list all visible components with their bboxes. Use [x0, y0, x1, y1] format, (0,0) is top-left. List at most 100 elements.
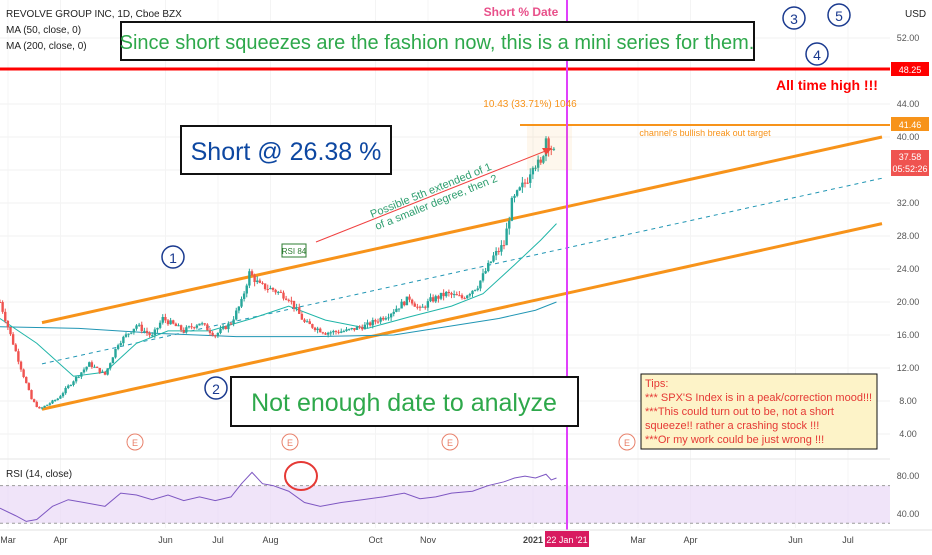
candle-body: [531, 167, 535, 175]
candle-body: [69, 384, 73, 386]
candle-body: [479, 280, 482, 289]
wave-4-marker: 4: [805, 42, 829, 66]
candle-body: [85, 366, 88, 370]
candle-body: [539, 159, 542, 163]
candle-body: [547, 138, 550, 149]
time-tick-label: Nov: [420, 535, 437, 545]
tips-line-1: *** SPX'S Index is in a peak/correction …: [645, 392, 872, 404]
not-enough-box: [230, 376, 579, 427]
candle-body: [30, 390, 33, 400]
candle-body: [182, 329, 185, 333]
price-tick-label: 20.00: [897, 297, 920, 307]
candle-body: [279, 291, 283, 293]
candle-body: [371, 320, 374, 326]
candle-body: [74, 376, 78, 382]
time-axis[interactable]: [0, 530, 932, 550]
candle-body: [6, 321, 10, 328]
candle-body: [458, 295, 461, 297]
earnings-label-4: E: [624, 438, 630, 448]
candle-body: [250, 271, 254, 276]
candle-body: [140, 324, 143, 332]
candle-body: [403, 301, 406, 306]
ma200-label: MA (200, close, 0): [6, 41, 87, 52]
candle-body: [195, 325, 199, 328]
price-axis[interactable]: [890, 0, 932, 530]
time-tick-label: Apr: [53, 535, 67, 545]
candle-body: [308, 321, 311, 325]
candle-body: [345, 329, 348, 332]
channel-upper-line[interactable]: [41, 135, 883, 325]
candle-body: [208, 330, 212, 333]
earnings-label-1: E: [132, 438, 138, 448]
candle-body: [153, 329, 157, 336]
candle-body: [137, 324, 141, 326]
candle-body: [206, 324, 209, 331]
time-axis-ticks: Mar Apr Jun Jul Aug Oct Nov 2021 Mar Apr Jun Jul: [0, 535, 854, 545]
candle-body: [169, 320, 172, 325]
candle-body: [382, 317, 385, 320]
candle-body: [145, 330, 149, 334]
candle-body: [172, 320, 175, 324]
candle-body: [473, 289, 477, 291]
candle-body: [500, 245, 503, 252]
rsi-axis: 80.00 40.00: [897, 471, 920, 519]
price-tick-label: 52.00: [897, 33, 920, 43]
wave-arrow: [315, 149, 549, 243]
ath-label: All time high !!!: [776, 77, 878, 93]
candle-body: [256, 280, 259, 283]
candle-body: [151, 335, 154, 337]
candle-body: [505, 228, 508, 246]
candle-body: [269, 287, 272, 290]
candle-body: [64, 387, 67, 394]
candle-body: [353, 328, 356, 330]
earnings-label-3: E: [447, 438, 453, 448]
candle-body: [219, 328, 222, 333]
earnings-marker-2[interactable]: E: [281, 433, 299, 451]
candle-body: [51, 400, 54, 404]
candle-body: [408, 296, 411, 300]
candle-body: [122, 336, 125, 344]
candle-body: [14, 344, 17, 352]
rsi-tick-label: 80.00: [897, 471, 920, 481]
candle-body: [287, 299, 290, 301]
candle-body: [468, 294, 472, 296]
candle-body: [61, 393, 65, 397]
candle-body: [363, 324, 367, 330]
candle-body: [494, 251, 498, 256]
wave-1-marker: 1: [161, 245, 185, 269]
rsi-label: RSI (14, close): [6, 469, 72, 480]
candle-body: [452, 294, 456, 296]
channel-lower-line[interactable]: [41, 222, 883, 411]
candle-body: [392, 311, 395, 314]
ath-price-tag: [891, 62, 929, 76]
earnings-marker-3[interactable]: E: [441, 433, 459, 451]
candle-body: [203, 323, 206, 325]
candle-body: [277, 291, 280, 293]
candle-body: [311, 324, 314, 328]
candle-body: [395, 308, 398, 312]
candle-body: [303, 319, 306, 322]
candle-body: [93, 366, 96, 368]
earnings-marker-4[interactable]: E: [618, 433, 636, 451]
candle-body: [529, 174, 532, 183]
trend-channel[interactable]: [41, 135, 883, 411]
candle-body: [258, 280, 262, 283]
candle-body: [410, 299, 414, 304]
tips-line-0: Tips:: [645, 378, 668, 390]
candle-body: [43, 405, 46, 408]
candle-body: [227, 323, 230, 330]
price-tick-label: 12.00: [897, 363, 920, 373]
candle-body: [337, 331, 340, 333]
candle-body: [418, 306, 422, 308]
candle-body: [421, 306, 424, 308]
candle-body: [106, 368, 109, 375]
countdown-text: 05:52:26: [892, 164, 927, 174]
candle-body: [127, 333, 130, 335]
price-tick-label: 28.00: [897, 231, 920, 241]
earnings-marker-1[interactable]: E: [126, 433, 144, 451]
tips-box: [640, 373, 878, 450]
time-tick-label: 2021: [523, 535, 543, 545]
candle-body: [174, 323, 178, 327]
candle-body: [424, 306, 427, 308]
